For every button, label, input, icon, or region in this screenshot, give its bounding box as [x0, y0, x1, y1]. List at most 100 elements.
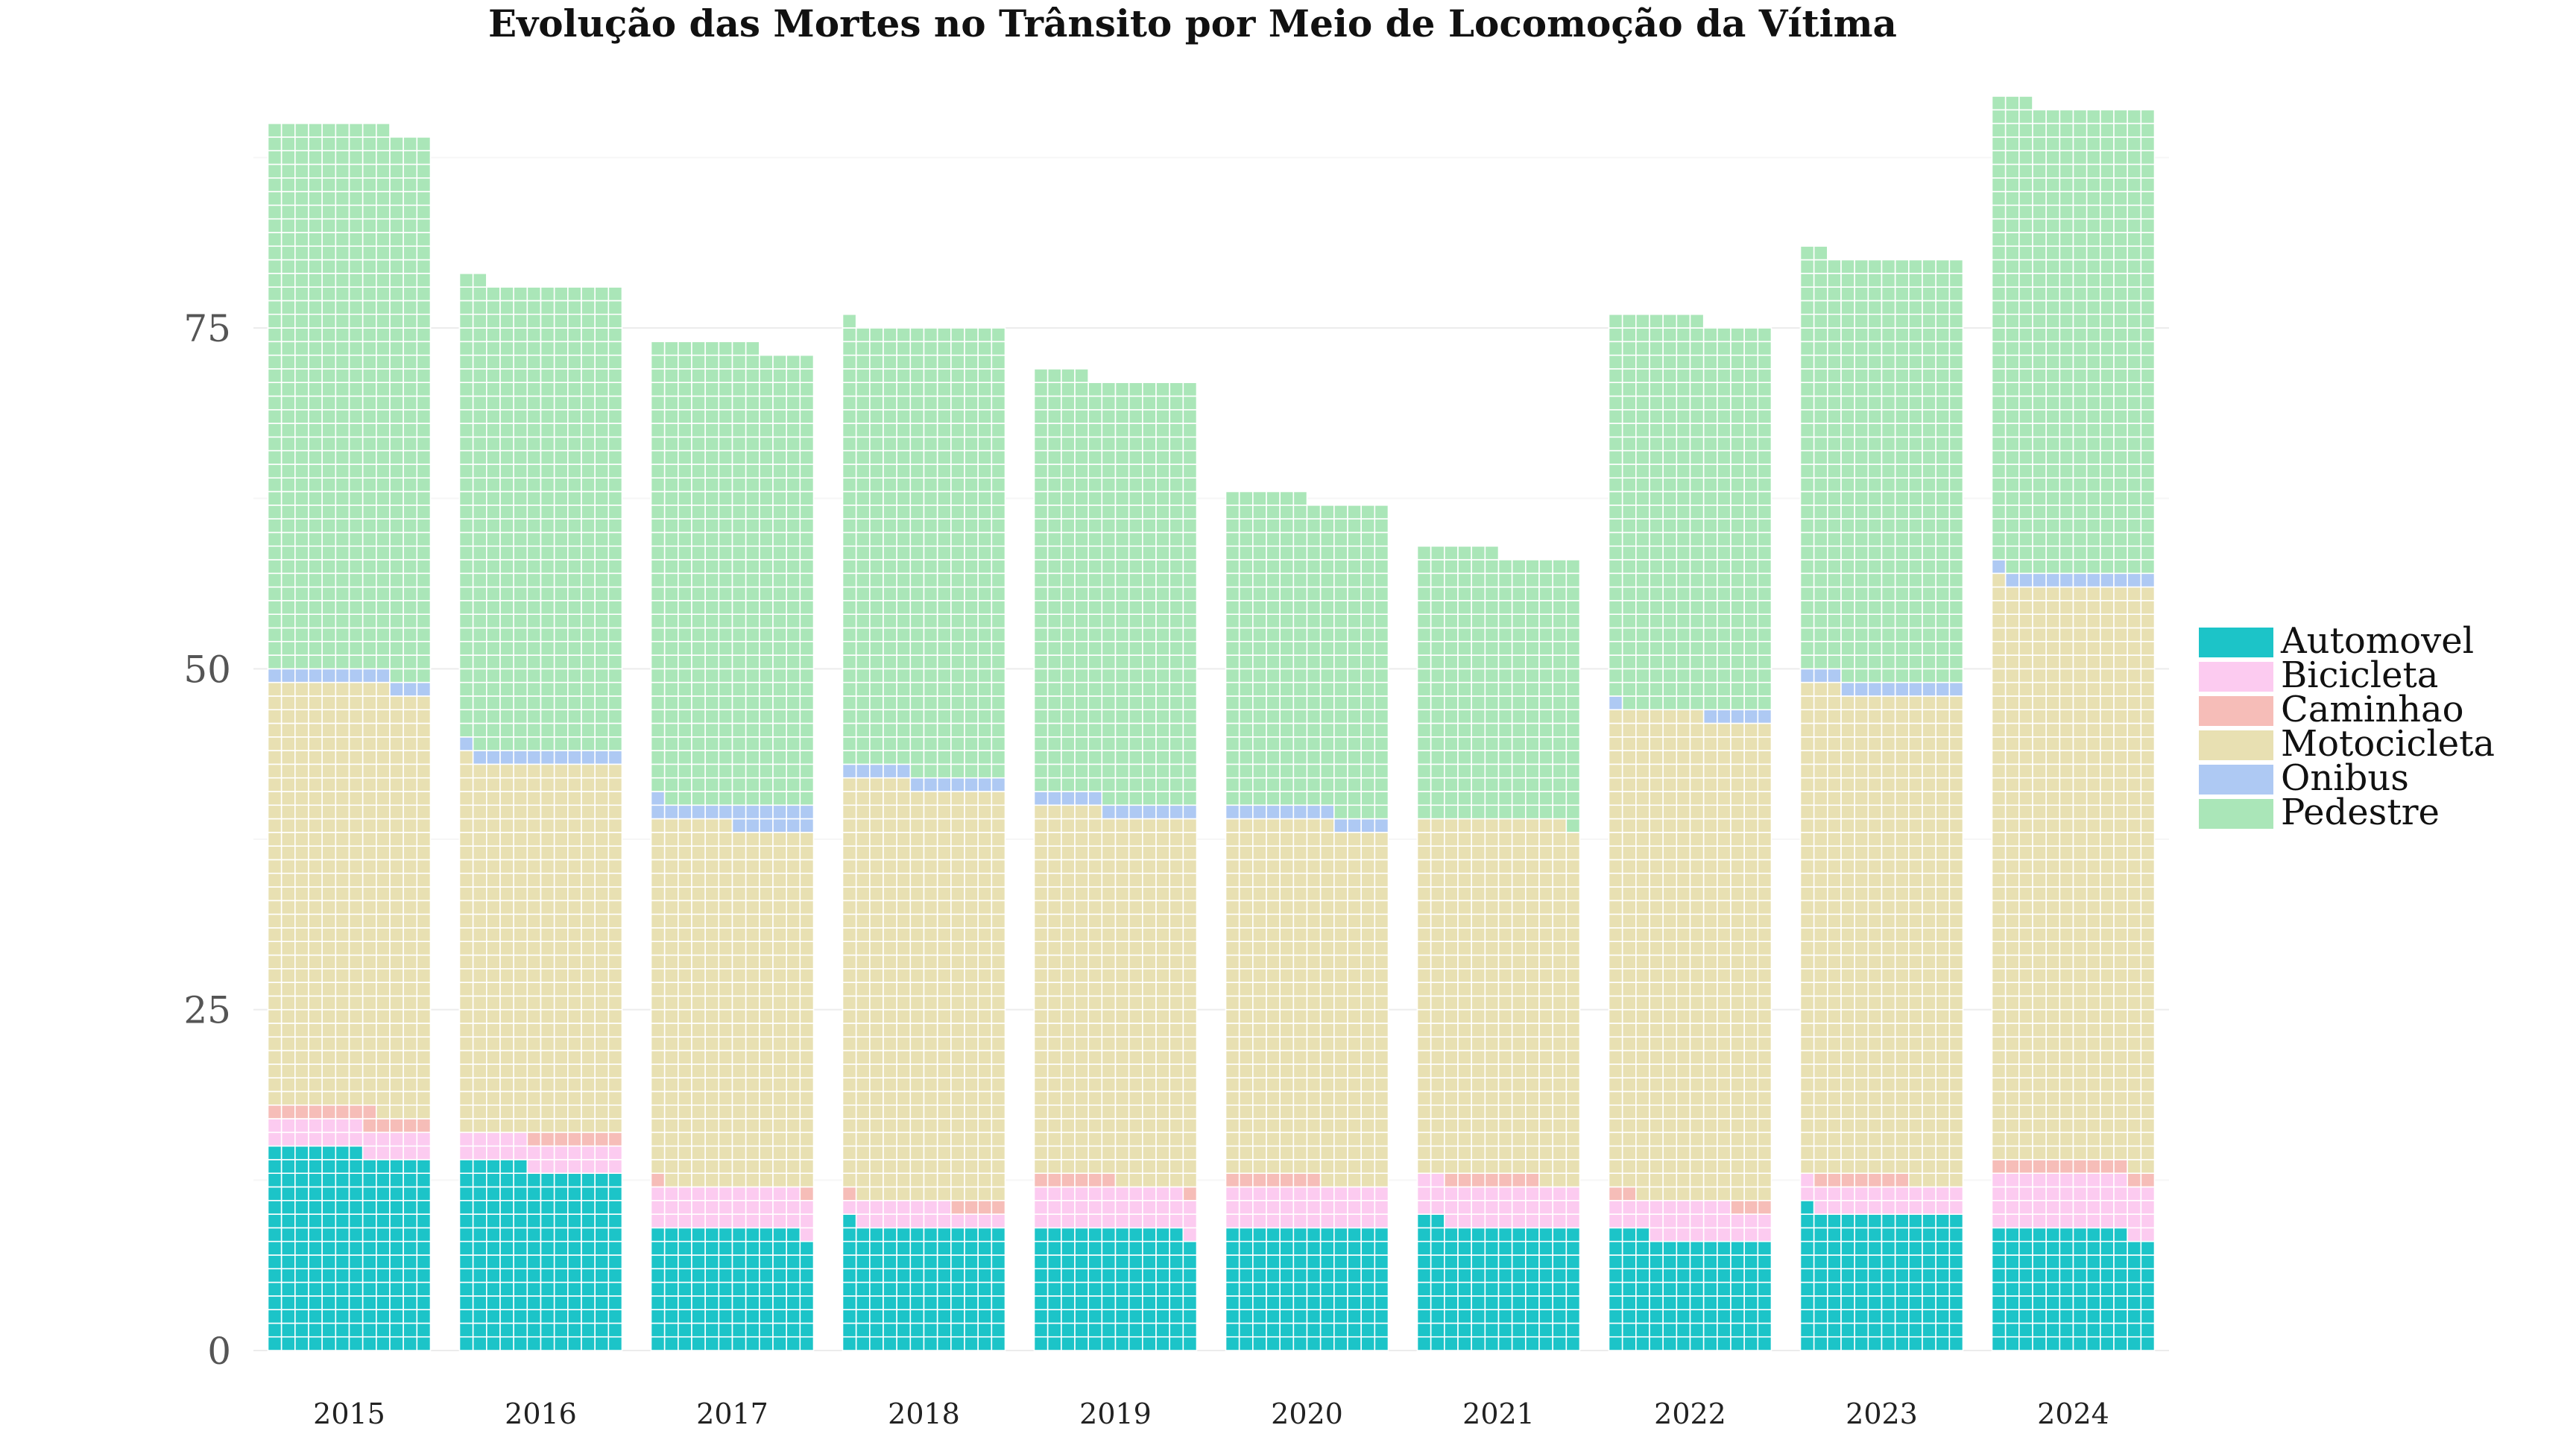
cell-automovel-2017 — [718, 1240, 733, 1256]
cell-pedestre-2019 — [1155, 572, 1170, 588]
cell-pedestre-2018 — [909, 613, 925, 629]
cell-motocicleta-2015 — [376, 1090, 391, 1106]
cell-pedestre-2016 — [472, 709, 487, 724]
cell-motocicleta-2017 — [650, 845, 666, 861]
cell-automovel-2015 — [389, 1227, 404, 1242]
cell-motocicleta-2017 — [772, 1104, 787, 1119]
cell-automovel-2015 — [362, 1186, 377, 1201]
cell-pedestre-2017 — [772, 368, 787, 383]
cell-motocicleta-2019 — [1046, 859, 1062, 874]
cell-pedestre-2019 — [1142, 722, 1157, 738]
cell-pedestre-2015 — [280, 545, 296, 560]
cell-bicicleta-2019 — [1142, 1213, 1157, 1229]
cell-pedestre-2015 — [376, 354, 391, 370]
cell-pedestre-2015 — [362, 395, 377, 411]
cell-motocicleta-2017 — [772, 1172, 787, 1188]
cell-pedestre-2018 — [964, 368, 979, 383]
cell-automovel-2015 — [280, 1186, 296, 1201]
cell-pedestre-2016 — [594, 559, 610, 575]
cell-motocicleta-2015 — [389, 1008, 404, 1024]
cell-motocicleta-2016 — [567, 1118, 582, 1134]
cell-pedestre-2016 — [581, 408, 596, 424]
cell-pedestre-2019 — [1169, 709, 1184, 724]
cell-pedestre-2017 — [772, 791, 787, 806]
cell-motocicleta-2020 — [1252, 1131, 1267, 1147]
cell-automovel-2018 — [909, 1322, 925, 1338]
cell-motocicleta-2017 — [678, 1131, 692, 1147]
cell-motocicleta-2016 — [540, 1049, 555, 1065]
cell-automovel-2019 — [1074, 1309, 1089, 1324]
cell-motocicleta-2017 — [759, 1131, 774, 1147]
cell-motocicleta-2016 — [458, 1118, 474, 1134]
cell-pedestre-2018 — [977, 354, 993, 370]
cell-motocicleta-2015 — [362, 845, 377, 861]
cell-pedestre-2015 — [416, 300, 432, 315]
cell-pedestre-2019 — [1074, 531, 1089, 547]
cell-automovel-2020 — [1279, 1254, 1295, 1270]
cell-automovel-2015 — [402, 1281, 418, 1297]
cell-automovel-2015 — [308, 1199, 323, 1215]
cell-pedestre-2019 — [1142, 791, 1157, 806]
cell-motocicleta-2017 — [799, 1172, 815, 1188]
cell-bicicleta-2017 — [718, 1186, 733, 1201]
cell-pedestre-2017 — [650, 382, 666, 397]
cell-motocicleta-2018 — [896, 982, 912, 997]
cell-pedestre-2018 — [923, 627, 938, 642]
cell-pedestre-2016 — [553, 368, 569, 383]
cell-motocicleta-2018 — [950, 1186, 965, 1201]
cell-motocicleta-2018 — [909, 1064, 925, 1078]
cell-pedestre-2016 — [567, 382, 582, 397]
cell-pedestre-2018 — [869, 572, 884, 588]
cell-motocicleta-2019 — [1074, 859, 1089, 874]
cell-motocicleta-2016 — [607, 1008, 623, 1024]
cell-onibus-2018 — [936, 777, 952, 792]
cell-motocicleta-2016 — [458, 927, 474, 942]
cell-pedestre-2016 — [594, 518, 610, 534]
cell-automovel-2015 — [321, 1172, 337, 1188]
cell-motocicleta-2015 — [335, 763, 350, 779]
cell-motocicleta-2019 — [1114, 1172, 1130, 1188]
cell-motocicleta-2017 — [731, 900, 747, 915]
cell-motocicleta-2018 — [923, 1186, 938, 1201]
cell-motocicleta-2019 — [1169, 900, 1184, 915]
cell-pedestre-2016 — [553, 681, 569, 697]
cell-pedestre-2017 — [663, 627, 679, 642]
cell-motocicleta-2019 — [1142, 1118, 1157, 1134]
cell-motocicleta-2019 — [1033, 927, 1049, 942]
cell-motocicleta-2017 — [691, 886, 706, 902]
cell-pedestre-2017 — [663, 382, 679, 397]
cell-motocicleta-2016 — [594, 818, 610, 833]
cell-pedestre-2019 — [1155, 490, 1170, 506]
cell-pedestre-2015 — [294, 191, 309, 206]
cell-pedestre-2016 — [553, 477, 569, 493]
cell-motocicleta-2017 — [786, 1049, 801, 1065]
cell-pedestre-2019 — [1114, 395, 1130, 411]
cell-pedestre-2015 — [308, 273, 323, 288]
cell-motocicleta-2019 — [1033, 1077, 1049, 1093]
cell-automovel-2016 — [540, 1240, 555, 1256]
cell-pedestre-2016 — [472, 286, 487, 302]
cell-automovel-2015 — [402, 1213, 418, 1229]
cell-pedestre-2015 — [321, 150, 337, 165]
cell-automovel-2019 — [1087, 1309, 1103, 1324]
cell-pedestre-2018 — [896, 490, 912, 506]
cell-motocicleta-2019 — [1033, 1159, 1049, 1174]
cell-bicicleta-2015 — [280, 1118, 296, 1134]
cell-pedestre-2018 — [950, 382, 965, 397]
cell-automovel-2016 — [499, 1159, 514, 1174]
cell-motocicleta-2017 — [786, 859, 801, 874]
cell-motocicleta-2020 — [1238, 967, 1254, 983]
cell-pedestre-2015 — [402, 218, 418, 233]
cell-motocicleta-2017 — [663, 982, 679, 997]
cell-motocicleta-2018 — [991, 982, 1006, 997]
cell-pedestre-2017 — [650, 695, 666, 711]
cell-automovel-2016 — [540, 1281, 555, 1297]
cell-pedestre-2017 — [799, 395, 815, 411]
cell-pedestre-2017 — [786, 750, 801, 765]
cell-motocicleta-2015 — [376, 791, 391, 806]
cell-pedestre-2017 — [745, 777, 760, 792]
cell-pedestre-2017 — [704, 572, 720, 588]
cell-pedestre-2015 — [348, 464, 364, 479]
cell-motocicleta-2017 — [745, 1064, 760, 1078]
cell-automovel-2017 — [772, 1254, 787, 1270]
